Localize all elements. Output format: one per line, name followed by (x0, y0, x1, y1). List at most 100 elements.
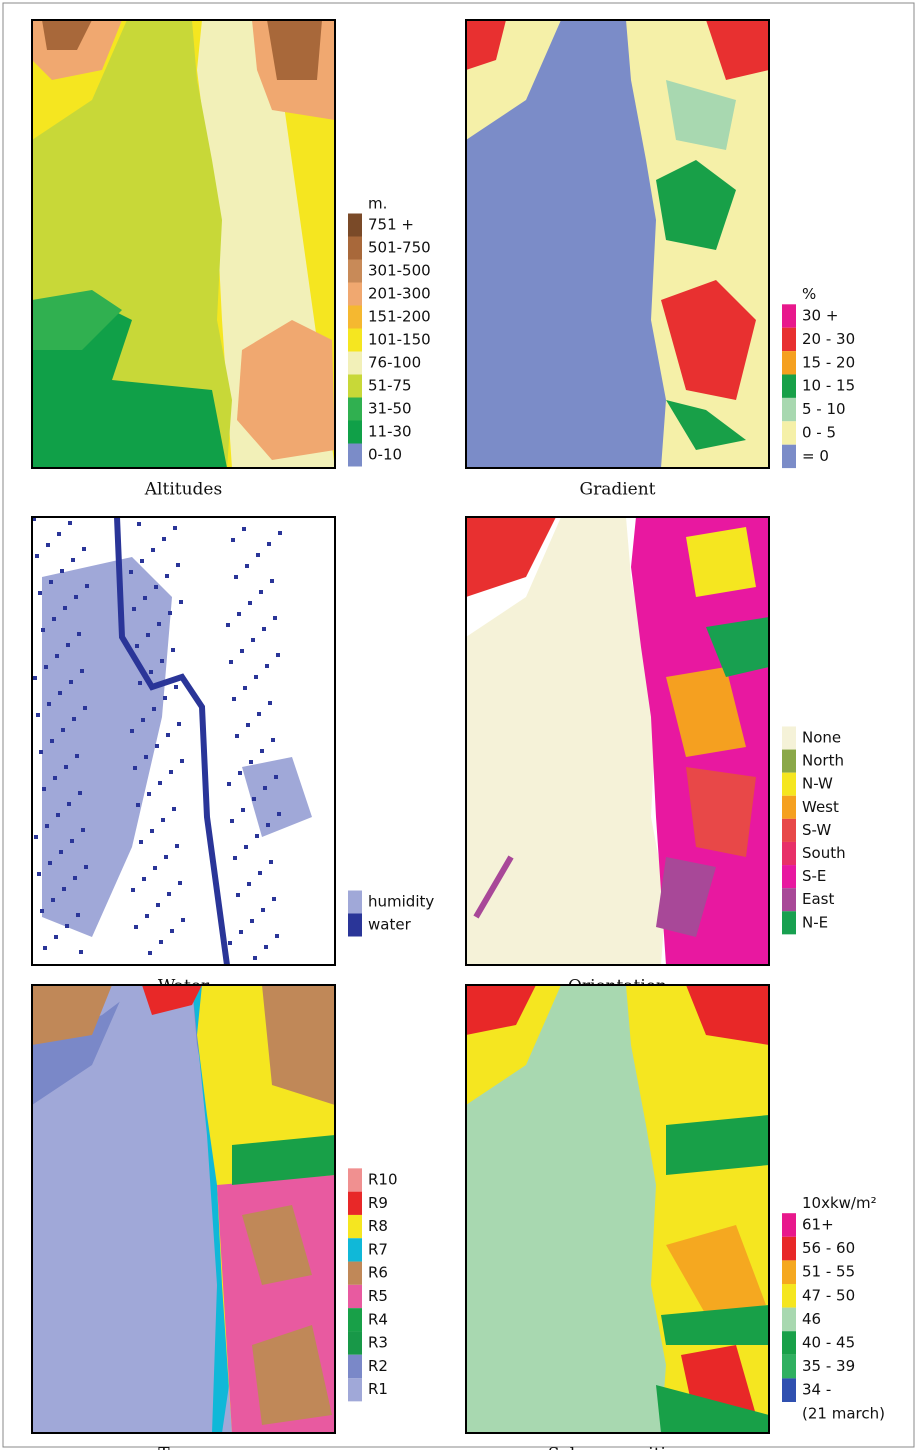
water-speck (178, 881, 182, 885)
map-border (465, 19, 770, 469)
water-speck (41, 628, 45, 632)
water-speck (173, 526, 177, 530)
legend-swatch (348, 1191, 362, 1215)
map-caption: Solar exposition (548, 1445, 687, 1450)
water-speck (226, 623, 230, 627)
legend-label: 15 - 20 (802, 353, 855, 371)
water-speck (150, 829, 154, 833)
water-speck (134, 925, 138, 929)
map-region (656, 857, 716, 937)
legend-swatch (782, 1213, 796, 1237)
map-region (656, 1385, 769, 1433)
water-speck (239, 930, 243, 934)
map-region (661, 1305, 769, 1345)
legend-swatch (348, 1261, 362, 1285)
water-speck (249, 760, 253, 764)
legend-swatch (348, 1168, 362, 1192)
water-speck (36, 713, 40, 717)
legend-label: 56 - 60 (802, 1239, 855, 1257)
water-speck (47, 702, 51, 706)
water-speck (49, 580, 53, 584)
water-speck (140, 559, 144, 563)
water-speck (72, 717, 76, 721)
map-border (31, 516, 336, 966)
water-speck (32, 517, 36, 521)
water-speck (78, 791, 82, 795)
water-speck (238, 771, 242, 775)
legend-label: R4 (368, 1310, 388, 1328)
water-speck (164, 855, 168, 859)
legend-swatch (782, 304, 796, 328)
map-region (466, 985, 536, 1035)
legend-swatch (782, 772, 796, 796)
water-speck (253, 956, 257, 960)
legend-swatch (782, 795, 796, 819)
map-region (466, 20, 506, 70)
water-speck (54, 935, 58, 939)
map-region (466, 20, 666, 468)
legend-swatch (348, 236, 362, 260)
water-speck (255, 834, 259, 838)
water-speck (143, 596, 147, 600)
legend-swatch (348, 1354, 362, 1379)
water-speck (51, 898, 55, 902)
water-speck (274, 775, 278, 779)
water-speck (244, 845, 248, 849)
water-speck (35, 554, 39, 558)
water-speck (179, 600, 183, 604)
water-speck (146, 633, 150, 637)
water-speck (137, 522, 141, 526)
water-speck (166, 733, 170, 737)
map-region (32, 985, 112, 1045)
map (465, 984, 770, 1434)
water-speck (60, 569, 64, 573)
water-speck (68, 521, 72, 525)
water-speck (227, 782, 231, 786)
water-speck (149, 670, 153, 674)
water-speck (34, 835, 38, 839)
legend-label: None (802, 729, 841, 747)
map (31, 984, 336, 1434)
legend-label: 751 + (368, 216, 414, 234)
water-speck (270, 579, 274, 583)
water-speck (67, 802, 71, 806)
legend-swatch (782, 444, 796, 469)
ridge (473, 855, 514, 919)
water-speck (79, 950, 83, 954)
water-speck (268, 701, 272, 705)
water-speck (65, 924, 69, 928)
legend-unit: m. (368, 195, 387, 213)
water-speck (259, 590, 263, 594)
water-speck (267, 542, 271, 546)
map-border (465, 516, 770, 966)
water-speck (63, 606, 67, 610)
map-region (666, 1115, 769, 1175)
water-speck (245, 564, 249, 568)
water-speck (163, 696, 167, 700)
water-speck (272, 897, 276, 901)
water-speck (177, 722, 181, 726)
water-speck (39, 750, 43, 754)
water-speck (232, 697, 236, 701)
map-caption: Types (158, 1445, 209, 1450)
water-speck (61, 728, 65, 732)
map-region (706, 20, 769, 80)
water-speck (144, 755, 148, 759)
legend-label: R1 (368, 1380, 388, 1398)
legend-swatch (348, 328, 362, 352)
legend-label: 0-10 (368, 446, 402, 464)
water-speck (237, 612, 241, 616)
water-speck (83, 706, 87, 710)
legend-label: 0 - 5 (802, 424, 836, 442)
legend-note: (21 march) (802, 1404, 885, 1422)
water-speck (229, 660, 233, 664)
legend-label: R10 (368, 1171, 398, 1189)
water-speck (76, 913, 80, 917)
water-speck (84, 865, 88, 869)
legend-label: 501-750 (368, 239, 431, 257)
water-speck (141, 718, 145, 722)
water-speck (147, 792, 151, 796)
legend-label: 51 - 55 (802, 1263, 855, 1281)
legend-swatch (348, 374, 362, 398)
water-speck (48, 861, 52, 865)
